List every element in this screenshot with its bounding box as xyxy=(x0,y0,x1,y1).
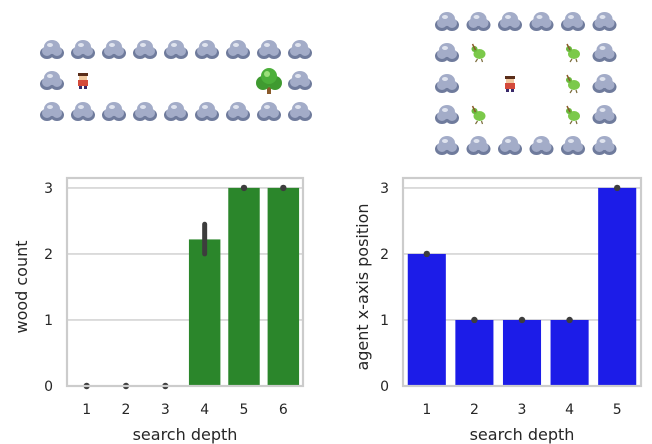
rock-icon xyxy=(164,40,188,59)
error-point xyxy=(614,184,621,192)
x-tick-label: 3 xyxy=(161,402,170,418)
rock-icon xyxy=(561,136,585,155)
rock-icon xyxy=(102,102,126,121)
rock-icon xyxy=(133,102,157,121)
rock-icon xyxy=(592,43,617,62)
y-axis-label: agent x-axis position xyxy=(353,203,372,370)
y-tick-label: 0 xyxy=(380,379,389,395)
error-point xyxy=(566,316,573,324)
rock-icon xyxy=(498,136,522,155)
bird-icon xyxy=(471,105,486,125)
rock-icon xyxy=(435,74,459,93)
x-tick-label: 6 xyxy=(279,402,288,418)
y-tick-label: 2 xyxy=(380,247,389,263)
rock-icon xyxy=(498,12,522,31)
bar-5 xyxy=(228,187,260,386)
bird-icon xyxy=(566,74,580,94)
rock-icon xyxy=(435,12,459,31)
rock-icon xyxy=(71,40,95,59)
agent-icon xyxy=(78,73,88,89)
x-tick-label: 3 xyxy=(518,402,527,418)
rock-icon xyxy=(226,40,250,59)
gridworld-scene-wood xyxy=(40,40,312,121)
rock-icon xyxy=(226,102,250,121)
tree-icon xyxy=(256,68,282,94)
x-tick-label: 5 xyxy=(613,402,622,418)
rock-icon xyxy=(529,12,554,31)
x-tick-label: 2 xyxy=(122,402,131,418)
agent-position-chart: 1 2 3 4 5 0 1 2 3 search depth agent x-axis positi… xyxy=(353,176,643,444)
y-tick-label: 0 xyxy=(44,379,53,395)
x-tick-label: 1 xyxy=(422,402,431,418)
rock-icon xyxy=(40,40,64,59)
rock-icon xyxy=(133,40,157,59)
x-tick-label: 4 xyxy=(565,402,574,418)
agent-icon xyxy=(505,76,515,92)
rock-icon xyxy=(592,136,617,155)
x-tick-label: 1 xyxy=(82,402,91,418)
x-axis-label: search depth xyxy=(133,425,238,444)
y-tick-label: 3 xyxy=(380,181,389,197)
x-tick-label: 2 xyxy=(470,402,479,418)
axes-frame xyxy=(65,176,305,388)
rock-icon xyxy=(435,43,459,62)
rock-icon xyxy=(102,40,126,59)
y-tick-label: 1 xyxy=(380,313,389,329)
rock-icon xyxy=(195,40,219,59)
rock-icon xyxy=(164,102,188,121)
bar-5 xyxy=(598,187,637,386)
bar-6 xyxy=(267,187,300,386)
y-tick-label: 3 xyxy=(44,181,53,197)
rock-icon xyxy=(435,136,459,155)
bird-icon xyxy=(566,105,580,125)
rock-icon xyxy=(466,12,491,31)
rock-icon xyxy=(592,12,617,31)
bar-2 xyxy=(455,319,494,386)
bird-icon xyxy=(471,43,486,63)
rock-icon xyxy=(288,71,312,90)
rock-icon xyxy=(592,74,617,93)
axes-frame xyxy=(401,176,643,388)
rock-icon xyxy=(195,102,219,121)
y-tick-label: 2 xyxy=(44,247,53,263)
wood-count-chart: 1 2 3 4 5 6 0 1 2 3 search depth wood count xyxy=(12,176,305,444)
rock-icon xyxy=(40,102,64,121)
rock-icon xyxy=(257,40,281,59)
bar-4 xyxy=(550,319,589,386)
error-point xyxy=(280,184,287,192)
x-tick-label: 4 xyxy=(200,402,209,418)
rock-icon xyxy=(529,136,554,155)
rock-icon xyxy=(257,102,281,121)
x-axis-label: search depth xyxy=(470,425,575,444)
rock-icon xyxy=(561,12,585,31)
bar-3 xyxy=(502,319,542,386)
rock-icon xyxy=(466,136,491,155)
rock-icon xyxy=(288,102,312,121)
y-tick-label: 1 xyxy=(44,313,53,329)
error-point xyxy=(518,316,526,324)
gridworld-scene-birds xyxy=(435,12,617,155)
bar-1 xyxy=(407,253,446,386)
rock-icon xyxy=(435,105,459,124)
error-point xyxy=(423,250,430,258)
rock-icon xyxy=(40,71,64,90)
error-point xyxy=(240,184,248,192)
bar-4 xyxy=(188,239,221,386)
x-tick-label: 5 xyxy=(240,402,249,418)
y-axis-label: wood count xyxy=(12,240,31,333)
rock-icon xyxy=(71,102,95,121)
rock-icon xyxy=(592,105,617,124)
error-point xyxy=(471,316,478,324)
bird-icon xyxy=(566,43,580,63)
rock-icon xyxy=(288,40,312,59)
